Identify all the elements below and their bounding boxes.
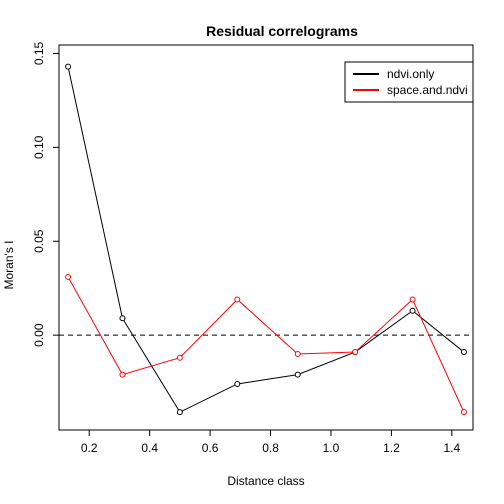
data-point-space.and.ndvi <box>352 349 359 356</box>
chart-title: Residual correlograms <box>206 23 358 39</box>
data-point-ndvi.only <box>119 315 126 322</box>
series-line-ndvi.only <box>67 66 465 413</box>
plot-area: 0.2 0.4 0.6 0.8 1.0 1.2 1.4 0.00 0.05 0.10 0.15 <box>32 41 474 455</box>
y-tick-label: 0.05 <box>32 229 46 253</box>
data-point-space.and.ndvi <box>65 273 72 280</box>
data-point-ndvi.only <box>460 349 467 356</box>
legend-label: space.and.ndvi <box>387 83 468 97</box>
legend-label: ndvi.only <box>387 67 434 81</box>
x-axis-label: Distance class <box>227 474 304 488</box>
y-tick-label: 0.15 <box>32 41 46 65</box>
plot-frame <box>58 44 474 431</box>
x-tick-label: 0.4 <box>141 441 158 455</box>
y-tick-label: 0.10 <box>32 135 46 159</box>
data-point-space.and.ndvi <box>119 371 126 378</box>
data-point-space.and.ndvi <box>460 409 467 416</box>
series-line-space.and.ndvi <box>67 276 465 413</box>
x-tick-label: 1.4 <box>444 441 461 455</box>
legend-box <box>344 61 474 103</box>
data-point-space.and.ndvi <box>294 350 301 357</box>
data-point-ndvi.only <box>234 380 241 387</box>
data-point-ndvi.only <box>294 371 301 378</box>
data-point-ndvi.only <box>65 63 72 70</box>
y-tick-label: 0.00 <box>32 323 46 347</box>
data-point-space.and.ndvi <box>234 296 241 303</box>
data-point-ndvi.only <box>409 307 416 314</box>
data-point-space.and.ndvi <box>409 296 416 303</box>
x-tick-label: 0.8 <box>262 441 279 455</box>
legend: ndvi.only space.and.ndvi <box>344 61 474 103</box>
x-tick-label: 1.0 <box>323 441 340 455</box>
data-point-space.and.ndvi <box>176 354 183 361</box>
data-point-ndvi.only <box>176 409 183 416</box>
y-axis-label: Moran's I <box>2 241 16 290</box>
x-tick-label: 0.6 <box>202 441 219 455</box>
x-tick-label: 0.2 <box>81 441 98 455</box>
x-tick-label: 1.2 <box>383 441 400 455</box>
